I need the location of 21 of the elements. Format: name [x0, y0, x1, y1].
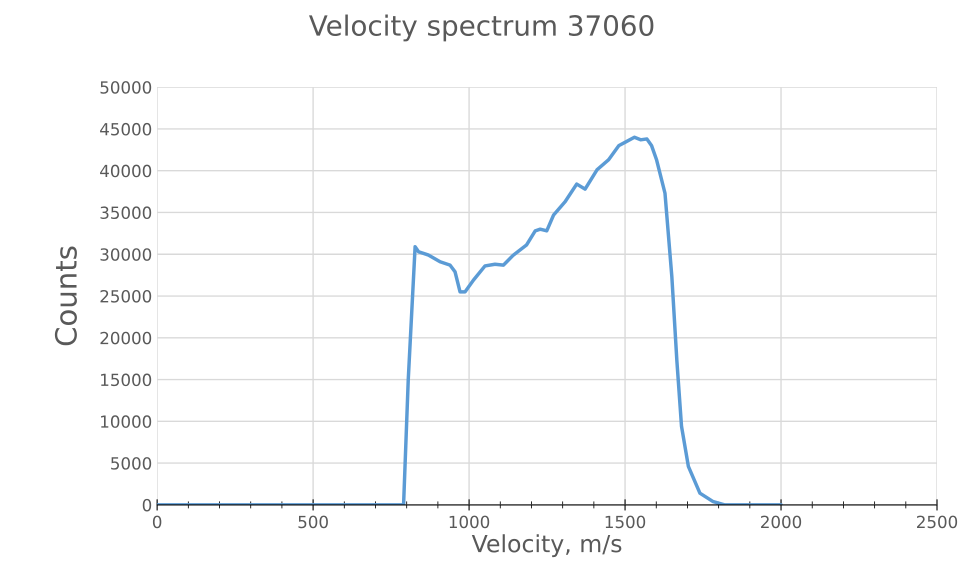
x-tick-label: 1500 [606, 516, 646, 528]
x-tick-label: 1000 [450, 516, 490, 528]
x-tick-label: 2500 [917, 516, 958, 528]
x-tick-label: 500 [298, 516, 328, 528]
y-axis-title: Counts [54, 246, 77, 346]
y-tick-label: 25000 [100, 290, 152, 303]
x-axis-title: Velocity, m/s [472, 534, 622, 558]
x-tick-label: 0 [152, 516, 162, 528]
y-tick-label: 10000 [101, 415, 152, 428]
y-tick-label: 30000 [100, 248, 152, 261]
y-tick-label: 35000 [100, 206, 152, 220]
y-tick-label: 0 [142, 498, 152, 512]
y-tick-label: 50000 [100, 81, 152, 94]
line-series [157, 136, 783, 505]
y-tick-label: 40000 [100, 164, 152, 178]
chart-title: Velocity spectrum 37060 [308, 14, 654, 42]
y-tick-label: 15000 [101, 374, 152, 386]
y-tick-label: 20000 [100, 332, 152, 344]
x-tick-label: 2000 [761, 516, 802, 528]
y-tick-label: 45000 [100, 122, 152, 136]
y-tick-label: 5000 [111, 457, 152, 470]
